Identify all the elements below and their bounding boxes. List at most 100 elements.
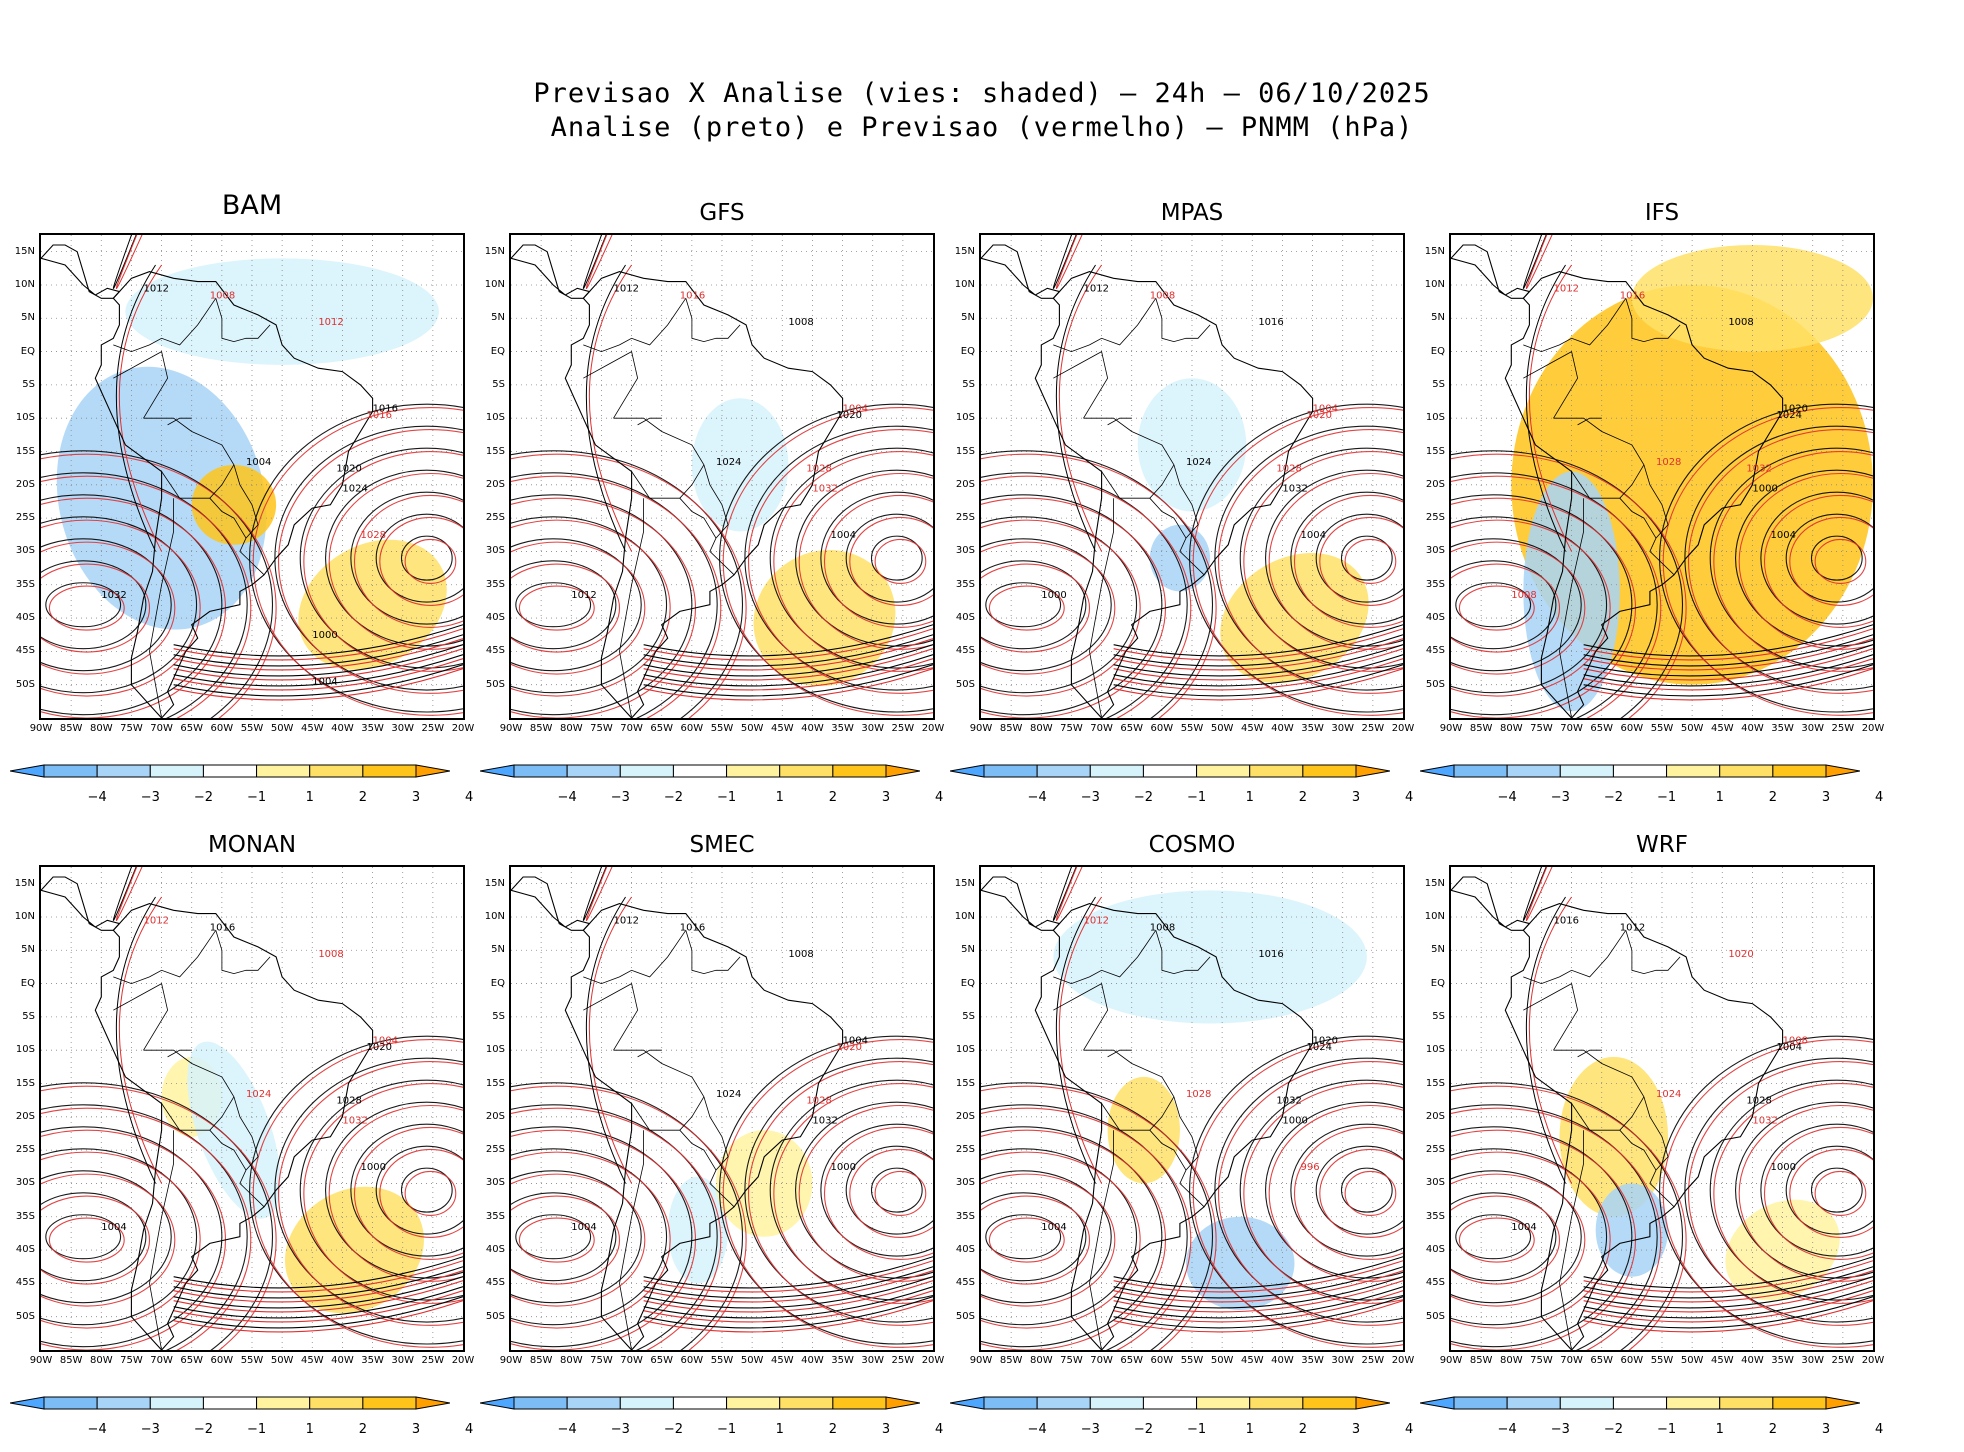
colorbar-segment (96, 764, 151, 778)
analysis-isobar (112, 867, 137, 921)
forecast-isobar (511, 453, 747, 718)
analysis-isobar (1583, 1286, 1873, 1319)
lon-tick-label: 60W (1620, 723, 1644, 734)
lon-tick-label: 75W (590, 723, 613, 734)
analysis-isobar (1214, 1057, 1403, 1323)
lon-tick-label: 65W (1590, 723, 1614, 734)
country-border (1149, 1129, 1187, 1171)
analysis-isobar (299, 447, 463, 669)
lon-tick-label: 25W (421, 1355, 445, 1366)
country-border (583, 298, 687, 353)
contour-label: 1032 (1276, 1096, 1301, 1107)
contour-label: 1028 (1746, 1096, 1771, 1107)
forecast-isobar (353, 494, 463, 628)
forecast-isobar (1451, 1085, 1687, 1350)
forecast-isobar (41, 1085, 277, 1350)
contour-label: 1032 (1282, 483, 1307, 494)
lat-tick-label: 15N (484, 877, 505, 889)
lon-tick-label: 20W (1861, 723, 1885, 734)
forecast-isobar (1528, 896, 1573, 1184)
colorbar-label: 2 (358, 790, 367, 805)
colorbar-label: 3 (411, 790, 421, 805)
lon-tick-label: 55W (1180, 723, 1204, 734)
forecast-isobar (1738, 1104, 1873, 1282)
country-border (1083, 417, 1205, 576)
lat-tick-label: 20S (15, 1110, 35, 1122)
colorbar-label: −4 (1497, 790, 1517, 805)
colorbar-segment (672, 1396, 728, 1410)
lat-tick-label: 35S (485, 578, 505, 590)
analysis-isobar (173, 1286, 463, 1319)
contour-label: 1008 (788, 317, 813, 328)
analysis-isobar (45, 1214, 122, 1260)
lon-tick-label: 30W (861, 1355, 885, 1366)
lat-tick-label: 5N (961, 312, 975, 324)
analysis-isobar (511, 472, 718, 718)
forecast-isobar (518, 1217, 595, 1263)
forecast-isobar (981, 1195, 1091, 1285)
colorbar-label: 3 (1351, 790, 1361, 805)
lon-tick-label: 75W (1530, 723, 1553, 734)
forecast-isobar (1688, 1061, 1873, 1326)
colorbar-segment (1142, 764, 1198, 778)
coastline (981, 244, 1061, 299)
forecast-isobar (511, 519, 671, 697)
lon-tick-label: 90W (969, 1355, 993, 1366)
colorbar-segment (1302, 764, 1357, 778)
analysis-isobar (643, 624, 933, 657)
country-border (161, 1096, 235, 1131)
lat-tick-label: 45S (1425, 1277, 1445, 1289)
forecast-isobar (1458, 1217, 1535, 1263)
colorbar-segment (1506, 1396, 1561, 1410)
analysis-isobar (1684, 425, 1873, 691)
forecast-isobar (511, 1085, 747, 1350)
analysis-isobar (1189, 403, 1403, 713)
lat-tick-label: 20S (955, 1110, 975, 1122)
forecast-isobar (173, 1260, 463, 1293)
lat-tick-label: 5N (961, 944, 975, 956)
coastline (1504, 903, 1784, 1350)
colorbar-segment (983, 1396, 1038, 1410)
country-border (1625, 298, 1681, 343)
forecast-isobar (48, 1217, 125, 1263)
analysis-isobar (274, 1057, 463, 1323)
country-border (679, 497, 717, 539)
contour-label: 1024 (716, 1089, 741, 1100)
lon-tick-label: 30W (1801, 1355, 1825, 1366)
lat-tick-label: 30S (15, 545, 35, 557)
colorbar-segment (950, 1396, 985, 1410)
analysis-isobar (585, 896, 626, 1184)
country-border (1155, 930, 1211, 975)
lat-tick-label: 10S (955, 412, 975, 424)
forecast-isobar (511, 475, 722, 718)
analysis-isobar (643, 1256, 933, 1289)
forecast-isobar (849, 516, 933, 606)
colorbar-segment (1249, 1396, 1304, 1410)
forecast-isobar (252, 407, 463, 716)
lat-tick-label: 45S (15, 1277, 35, 1289)
colorbar-label: 2 (1768, 790, 1777, 805)
forecast-isobar (511, 563, 621, 653)
colorbar-label: 4 (465, 1422, 474, 1437)
lat-tick-label: EQ (960, 977, 975, 989)
contour-label: 1012 (613, 284, 638, 295)
analysis-isobar (112, 235, 137, 289)
lon-tick-label: 25W (891, 1355, 915, 1366)
forecast-isobar (1688, 429, 1873, 694)
country-border (679, 1129, 717, 1171)
contour-label: 1004 (1041, 1222, 1066, 1233)
lon-tick-label: 25W (1831, 723, 1855, 734)
forecast-isobar (173, 1270, 463, 1303)
colorbar-segment (513, 1396, 568, 1410)
forecast-isobar (278, 429, 463, 694)
forecast-isobar (173, 638, 463, 671)
forecast-isobar (1763, 1126, 1873, 1260)
forecast-isobar (874, 538, 927, 584)
forecast-isobar (981, 1151, 1141, 1329)
bias-region-negative (125, 258, 439, 365)
lon-tick-label: 75W (120, 1355, 143, 1366)
lon-tick-label: 65W (650, 1355, 674, 1366)
